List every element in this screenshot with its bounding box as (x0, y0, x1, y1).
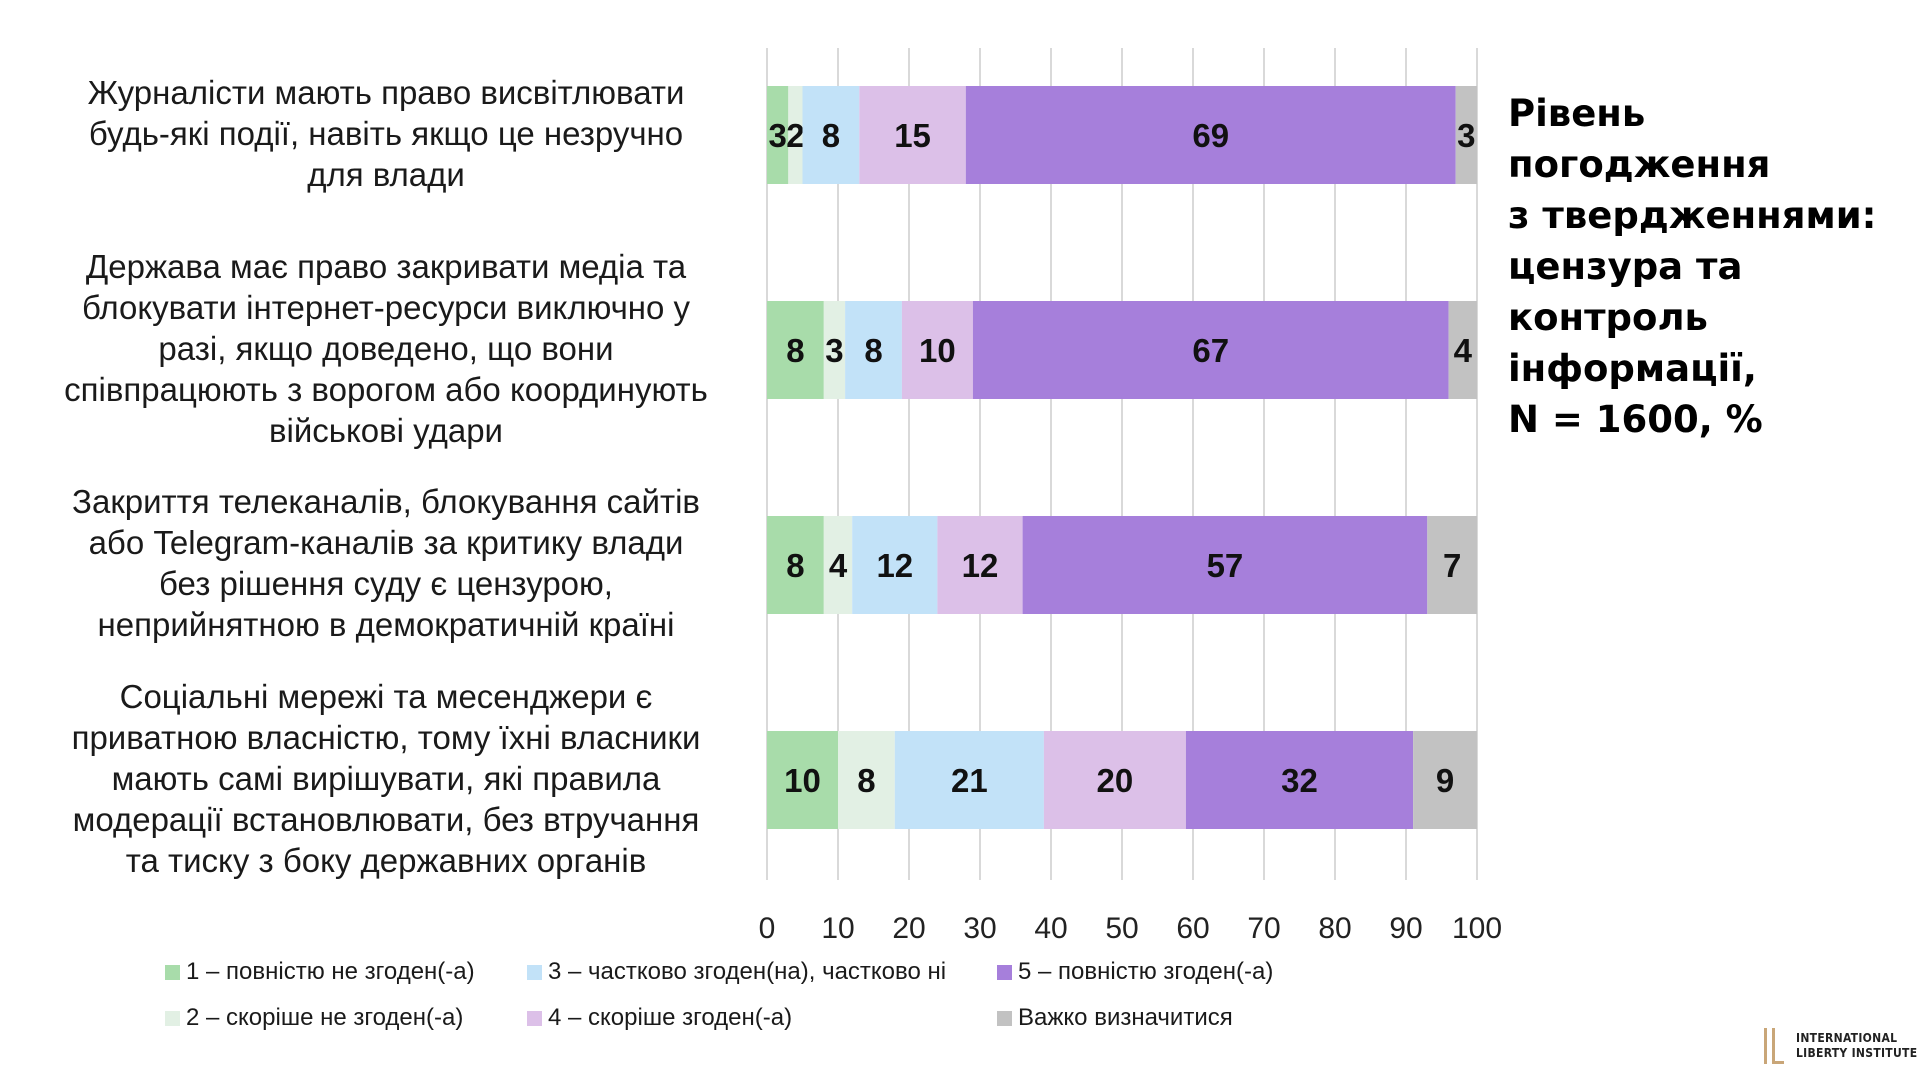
bar-segment (1427, 516, 1477, 614)
x-tick-label: 40 (1034, 912, 1067, 945)
bar-segment (767, 86, 789, 184)
legend-item: 2 – скоріше не згоден(-а) (165, 1004, 463, 1032)
data-label: 57 (1207, 547, 1244, 584)
data-label: 3 (768, 117, 786, 154)
chart-title: Рівень погодження з твердженнями: цензур… (1508, 92, 1877, 441)
bar-segment (802, 86, 860, 184)
bar-segment (767, 516, 824, 614)
data-label: 10 (919, 332, 956, 369)
x-tick-label: 100 (1452, 912, 1502, 945)
legend-swatch (165, 1010, 180, 1026)
data-label: 8 (786, 332, 804, 369)
bar-segment (845, 301, 902, 399)
legend-swatch (527, 1010, 542, 1026)
category-label: Журналісти мають право висвітлювати будь… (87, 73, 685, 193)
logo-text: INTERNATIONAL LIBERTY INSTITUTE (1796, 1031, 1918, 1060)
logo: INTERNATIONAL LIBERTY INSTITUTE (1762, 1026, 1917, 1066)
bar-segment (852, 516, 938, 614)
bar-segment (823, 301, 846, 399)
bar-segment (788, 86, 803, 184)
legend-swatch (997, 964, 1012, 980)
legend-item: 3 – частково згоден(на), частково ні (527, 958, 946, 986)
bar-segment (901, 301, 973, 399)
bar-segment (1455, 86, 1477, 184)
legend-swatch (997, 1010, 1012, 1026)
legend-swatch (165, 964, 180, 980)
x-tick-label: 20 (892, 912, 925, 945)
data-label: 3 (1457, 117, 1475, 154)
legend-item: 4 – скоріше згоден(-а) (527, 1004, 792, 1032)
x-tick-label: 90 (1389, 912, 1422, 945)
bar-segment (1022, 516, 1428, 614)
bar-segment (859, 86, 966, 184)
bar-segment (1043, 731, 1186, 829)
legend-label: Важко визначитися (1018, 1004, 1233, 1031)
category-label: Соціальні мережі та месенджери є приватн… (71, 677, 701, 879)
data-label: 12 (876, 547, 913, 584)
data-label: 4 (1454, 332, 1473, 369)
legend-label: 1 – повністю не згоден(-а) (186, 958, 475, 985)
data-label: 8 (822, 117, 840, 154)
data-label: 32 (1281, 762, 1318, 799)
legend-label: 4 – скоріше згоден(-а) (548, 1004, 793, 1031)
x-tick-label: 50 (1105, 912, 1138, 945)
data-label: 9 (1436, 762, 1454, 799)
bar-segment (972, 301, 1449, 399)
data-label: 7 (1443, 547, 1461, 584)
x-tick-label: 80 (1318, 912, 1351, 945)
bar-segment (767, 301, 824, 399)
bar-segment (1185, 731, 1414, 829)
data-label: 8 (786, 547, 804, 584)
data-label: 15 (894, 117, 931, 154)
x-tick-label: 10 (821, 912, 854, 945)
data-label: 2 (786, 117, 804, 154)
legend-item: Важко визначитися (997, 1004, 1233, 1032)
x-tick-label: 70 (1247, 912, 1280, 945)
bar-segment (823, 516, 853, 614)
category-label: Держава має право закривати медіа та бло… (64, 247, 708, 449)
data-label: 3 (825, 332, 843, 369)
bar-segment (838, 731, 895, 829)
data-label: 21 (951, 762, 988, 799)
data-label: 12 (962, 547, 999, 584)
legend-swatch (527, 964, 542, 980)
x-tick-label: 30 (963, 912, 996, 945)
legend-item: 1 – повністю не згоден(-а) (165, 958, 475, 986)
logo-mark-icon (1764, 1028, 1784, 1064)
data-label: 10 (784, 762, 821, 799)
data-label: 69 (1192, 117, 1229, 154)
data-label: 20 (1097, 762, 1134, 799)
legend-label: 3 – частково згоден(на), частково ні (548, 958, 947, 985)
bar-segment (1448, 301, 1477, 399)
bar-segment (965, 86, 1456, 184)
data-label: 8 (857, 762, 875, 799)
bar-segment (1413, 731, 1477, 829)
data-label: 8 (864, 332, 882, 369)
chart-legend: 1 – повністю не згоден(-а) 2 – скоріше не… (165, 958, 1365, 1058)
legend-label: 5 – повністю згоден(-а) (1018, 958, 1274, 985)
x-tick-label: 60 (1176, 912, 1209, 945)
legend-label: 2 – скоріше не згоден(-а) (186, 1004, 464, 1031)
x-tick-label: 0 (759, 912, 776, 945)
category-label: Закриття телеканалів, блокування сайтів … (72, 483, 700, 643)
bar-segment (894, 731, 1044, 829)
bar-segment (937, 516, 1023, 614)
bar-segment (767, 731, 838, 829)
data-label: 67 (1192, 332, 1229, 369)
data-label: 4 (829, 547, 848, 584)
legend-item: 5 – повністю згоден(-а) (997, 958, 1273, 986)
